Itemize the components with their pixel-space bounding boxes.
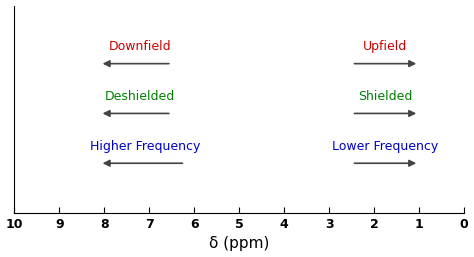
X-axis label: δ (ppm): δ (ppm) xyxy=(209,236,269,251)
Text: Deshielded: Deshielded xyxy=(105,90,175,103)
Text: Lower Frequency: Lower Frequency xyxy=(332,140,438,153)
Text: Downfield: Downfield xyxy=(109,40,172,53)
Text: Upfield: Upfield xyxy=(363,40,408,53)
Text: Higher Frequency: Higher Frequency xyxy=(90,140,200,153)
Text: Shielded: Shielded xyxy=(358,90,412,103)
